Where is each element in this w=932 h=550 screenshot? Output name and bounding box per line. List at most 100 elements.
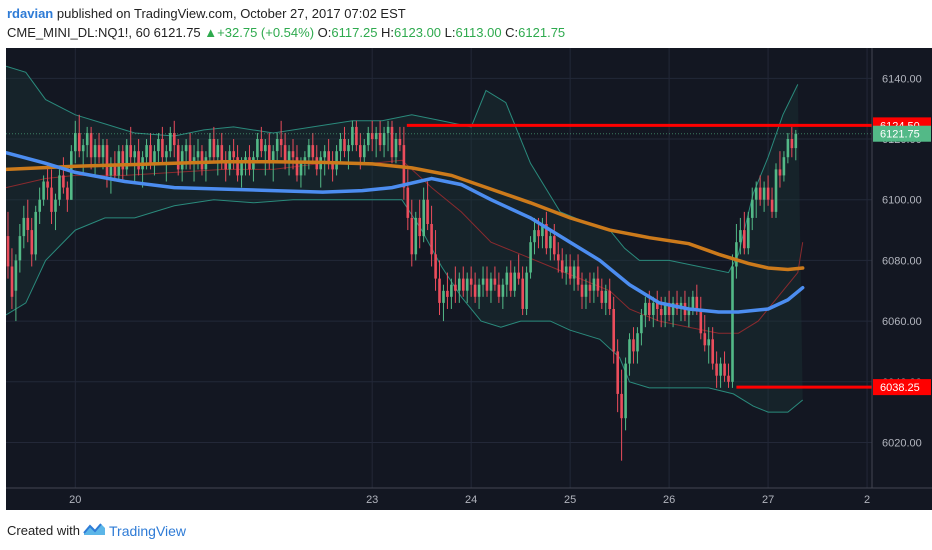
tradingview-brand-link[interactable]: TradingView	[109, 523, 187, 539]
candle-body	[541, 224, 544, 237]
candle-body	[192, 157, 196, 164]
candle-body	[212, 139, 216, 158]
candle-body	[180, 151, 184, 170]
y-tick-label: 6140.00	[882, 73, 922, 85]
candle-body	[687, 309, 691, 316]
candle-body	[256, 139, 259, 158]
candle-body	[723, 363, 726, 376]
candle-body	[735, 242, 738, 267]
candle-body	[339, 139, 342, 152]
publish-line: rdavian published on TradingView.com, Oc…	[7, 6, 406, 21]
high-value: 6123.00	[394, 25, 442, 40]
candle-body	[418, 217, 421, 237]
candle-body	[442, 290, 445, 303]
candle-body	[240, 163, 243, 176]
x-tick-label: 24	[465, 494, 477, 506]
author-link[interactable]: rdavian	[7, 6, 54, 21]
candle-body	[216, 145, 220, 158]
candle-body	[715, 363, 718, 376]
candle-body	[81, 145, 85, 152]
candle-body	[54, 199, 57, 212]
candle-body	[462, 278, 465, 291]
candle-body	[727, 375, 730, 382]
candle-body	[560, 260, 564, 273]
candle-body	[430, 224, 433, 255]
candle-body	[576, 266, 580, 285]
candle-body	[731, 266, 734, 382]
candle-body	[173, 133, 176, 146]
candle-body	[359, 145, 362, 158]
candle-body	[109, 163, 113, 176]
candle-body	[93, 145, 97, 158]
candle-body	[97, 145, 101, 158]
candle-body	[38, 199, 41, 212]
candle-body	[157, 139, 160, 152]
candle-body	[719, 363, 722, 376]
candle-body	[224, 163, 227, 170]
candle-body	[287, 151, 291, 164]
candle-body	[105, 145, 109, 176]
candle-body	[406, 187, 410, 218]
candle-body	[505, 272, 509, 285]
candle-body	[652, 302, 655, 315]
created-with-text: Created with	[7, 523, 80, 538]
candle-body	[465, 278, 469, 291]
price-chart[interactable]: 6140.006120.006100.006080.006060.006040.…	[4, 48, 932, 510]
candle-body	[169, 133, 172, 152]
candle-body	[137, 151, 140, 170]
candle-body	[184, 145, 188, 152]
candle-body	[188, 145, 192, 164]
candle-body	[279, 139, 283, 146]
last-price: 6121.75	[153, 25, 201, 40]
candle-body	[699, 309, 703, 334]
candle-body	[762, 187, 766, 200]
candle-body	[386, 126, 390, 133]
candle-body	[557, 254, 560, 261]
tradingview-logo-icon	[83, 523, 105, 535]
candle-body	[786, 139, 790, 158]
candle-body	[758, 187, 762, 200]
candle-body	[659, 309, 663, 316]
candle-body	[525, 272, 528, 309]
candle-body	[331, 163, 334, 170]
candle-body	[584, 284, 588, 297]
candle-body	[572, 266, 576, 279]
candle-body	[782, 157, 786, 176]
candle-body	[89, 133, 93, 158]
candle-body	[711, 339, 714, 364]
candle-body	[367, 133, 370, 146]
chart-area[interactable]: 6140.006120.006100.006080.006060.006040.…	[4, 48, 932, 510]
candle-body	[125, 145, 129, 170]
candle-body	[410, 217, 414, 255]
candle-body	[616, 351, 619, 394]
candle-body	[778, 169, 782, 176]
candle-body	[588, 284, 592, 291]
change-value: +32.75 (+0.54%)	[217, 25, 315, 40]
candle-body	[34, 211, 37, 255]
candle-body	[275, 139, 279, 152]
candle-body	[632, 339, 635, 352]
x-tick-label: 25	[564, 494, 576, 506]
candle-body	[363, 145, 366, 158]
candle-body	[564, 266, 568, 273]
candle-body	[343, 139, 346, 152]
candle-body	[58, 175, 61, 200]
candle-body	[374, 133, 378, 140]
candle-body	[46, 181, 49, 188]
candle-body	[663, 302, 667, 315]
candle-body	[454, 284, 457, 291]
candle-body	[303, 157, 307, 164]
y-tick-label: 6080.00	[882, 255, 922, 267]
candle-body	[382, 133, 386, 146]
candle-body	[133, 151, 136, 158]
candle-body	[549, 236, 552, 249]
candle-body	[751, 199, 754, 218]
candle-body	[790, 139, 794, 149]
candle-body	[394, 139, 398, 158]
candle-body	[644, 302, 647, 315]
candle-body	[473, 284, 477, 297]
candle-body	[770, 199, 774, 212]
candle-body	[327, 151, 330, 164]
candle-body	[469, 278, 473, 285]
candle-body	[477, 284, 481, 297]
